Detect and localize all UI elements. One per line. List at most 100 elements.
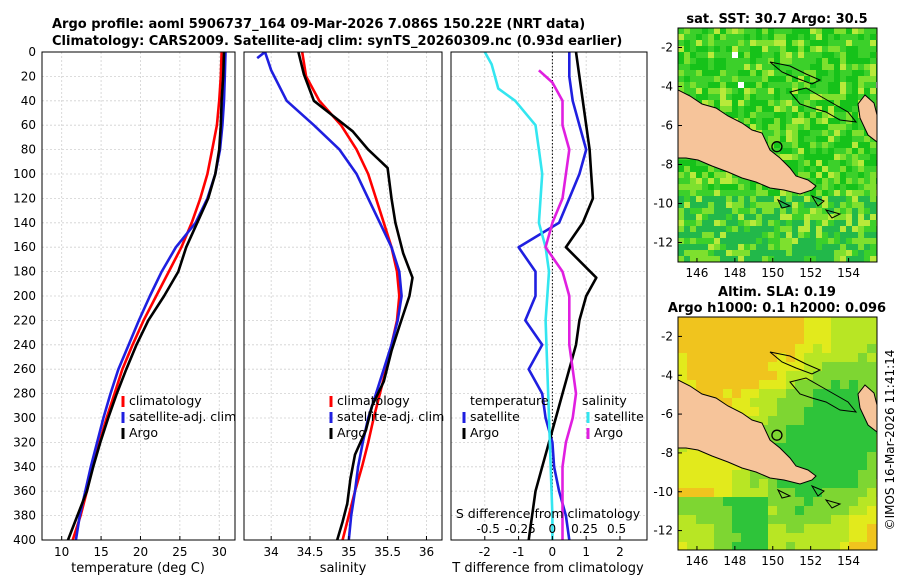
heatmap-cell xyxy=(768,250,774,256)
heatmap-cell xyxy=(678,470,687,479)
heatmap-cell xyxy=(828,94,834,100)
heatmap-cell xyxy=(870,220,876,226)
heatmap-cell xyxy=(834,166,840,172)
heatmap-cell xyxy=(867,479,876,488)
legend-label-t-satellite: satellite xyxy=(470,409,520,424)
heatmap-cell xyxy=(696,190,702,196)
heatmap-cell xyxy=(816,208,822,214)
heatmap-cell xyxy=(786,214,792,220)
heatmap-cell xyxy=(720,208,726,214)
x-tick-label: 36 xyxy=(419,545,434,559)
heatmap-cell xyxy=(714,389,723,398)
heatmap-cell xyxy=(702,46,708,52)
heatmap-cell xyxy=(822,353,831,362)
heatmap-cell xyxy=(762,130,768,136)
heatmap-cell xyxy=(714,34,720,40)
heatmap-cell xyxy=(720,196,726,202)
legend-label-satellite: satellite-adj. clim xyxy=(337,409,444,424)
heatmap-cell xyxy=(756,196,762,202)
heatmap-cell xyxy=(867,542,876,550)
heatmap-cell xyxy=(816,130,822,136)
heatmap-cell xyxy=(849,380,858,389)
heatmap-cell xyxy=(705,353,714,362)
lon-tick-label: 152 xyxy=(799,266,822,280)
heatmap-cell xyxy=(834,100,840,106)
heatmap-cell xyxy=(720,88,726,94)
heatmap-cell xyxy=(786,335,795,344)
heatmap-cell xyxy=(714,371,723,380)
heatmap-cell xyxy=(726,94,732,100)
heatmap-cell xyxy=(744,88,750,94)
heatmap-cell xyxy=(864,196,870,202)
heatmap-cell xyxy=(810,172,816,178)
heatmap-cell xyxy=(768,256,774,262)
heatmap-cell xyxy=(684,244,690,250)
heatmap-cell xyxy=(858,160,864,166)
heatmap-cell xyxy=(696,64,702,70)
heatmap-cell xyxy=(852,76,858,82)
heatmap-cell xyxy=(678,64,684,70)
heatmap-cell xyxy=(864,28,870,34)
heatmap-cell xyxy=(720,250,726,256)
heatmap-cell xyxy=(846,88,852,94)
heatmap-cell xyxy=(840,250,846,256)
heatmap-cell xyxy=(867,452,876,461)
heatmap-cell xyxy=(738,64,744,70)
heatmap-cell xyxy=(726,196,732,202)
heatmap-cell xyxy=(780,154,786,160)
heatmap-cell xyxy=(840,154,846,160)
heatmap-cell xyxy=(723,524,732,533)
heatmap-cell xyxy=(831,434,840,443)
heatmap-cell xyxy=(792,220,798,226)
heatmap-cell xyxy=(840,220,846,226)
heatmap-cell xyxy=(732,190,738,196)
heatmap-cell xyxy=(816,118,822,124)
heatmap-cell xyxy=(744,70,750,76)
heatmap-cell xyxy=(684,70,690,76)
heatmap-cell xyxy=(720,64,726,70)
series-line-satellite-adj-clim xyxy=(256,52,403,540)
heatmap-cell xyxy=(687,506,696,515)
heatmap-cell xyxy=(822,244,828,250)
heatmap-cell xyxy=(846,244,852,250)
heatmap-cell xyxy=(705,335,714,344)
heatmap-cell xyxy=(741,389,750,398)
heatmap-cell xyxy=(867,497,876,506)
heatmap-cell xyxy=(798,124,804,130)
heatmap-cell xyxy=(732,479,741,488)
heatmap-cell xyxy=(732,317,741,326)
heatmap-cell xyxy=(696,226,702,232)
heatmap-cell xyxy=(840,232,846,238)
heatmap-cell xyxy=(741,515,750,524)
t-difference-xlabel: T difference from climatology xyxy=(451,561,644,576)
heatmap-cell xyxy=(678,244,684,250)
heatmap-cell xyxy=(774,202,780,208)
heatmap-cell xyxy=(744,220,750,226)
heatmap-cell xyxy=(777,335,786,344)
heatmap-cell xyxy=(795,371,804,380)
series-line-t-satellite xyxy=(517,52,588,540)
heatmap-cell xyxy=(834,226,840,232)
heatmap-cell xyxy=(768,371,777,380)
heatmap-cell xyxy=(732,94,738,100)
heatmap-cell xyxy=(708,28,714,34)
heatmap-cell xyxy=(678,160,684,166)
heatmap-cell xyxy=(795,317,804,326)
heatmap-cell xyxy=(822,425,831,434)
heatmap-cell xyxy=(804,148,810,154)
heatmap-cell xyxy=(822,94,828,100)
heatmap-cell xyxy=(744,112,750,118)
heatmap-cell xyxy=(870,160,876,166)
heatmap-cell xyxy=(798,142,804,148)
heatmap-cell xyxy=(714,172,720,178)
heatmap-cell xyxy=(804,40,810,46)
heatmap-cell xyxy=(852,100,858,106)
heatmap-cell xyxy=(705,533,714,542)
heatmap-cell xyxy=(804,58,810,64)
heatmap-cell xyxy=(867,326,876,335)
heatmap-cell xyxy=(744,34,750,40)
heatmap-cell xyxy=(846,166,852,172)
heatmap-cell xyxy=(867,470,876,479)
heatmap-cell xyxy=(756,88,762,94)
heatmap-cell xyxy=(678,226,684,232)
